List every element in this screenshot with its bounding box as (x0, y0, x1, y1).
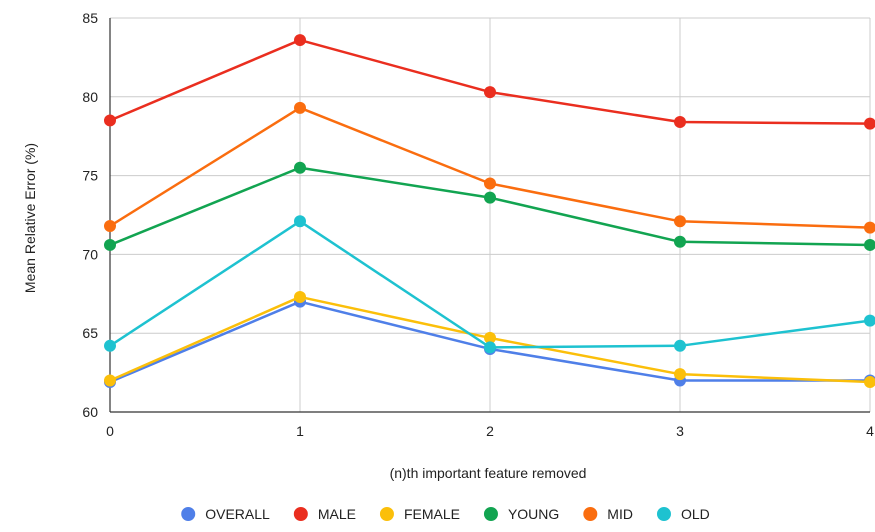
y-tick-label: 65 (82, 325, 98, 341)
legend-item-old: OLD (656, 506, 710, 522)
x-tick-label: 4 (866, 423, 874, 439)
legend-swatch-mid (583, 507, 598, 521)
legend-swatch-young (483, 507, 498, 521)
data-point-female (864, 376, 875, 389)
series-female (104, 290, 875, 389)
series-young (104, 161, 875, 251)
data-point-old (484, 341, 496, 354)
data-point-male (294, 34, 306, 47)
legend-swatch-male (293, 507, 308, 521)
y-axis-label: Mean Relative Error (%) (22, 143, 38, 293)
legend-item-overall: OVERALL (181, 506, 270, 522)
legend-label-female: FEMALE (404, 506, 460, 522)
legend-swatch-overall (181, 507, 196, 521)
legend-swatch-female (379, 507, 394, 521)
data-point-male (674, 116, 686, 129)
legend-item-female: FEMALE (379, 506, 460, 522)
grid (110, 17, 871, 412)
data-point-young (104, 238, 116, 251)
series-mid (104, 101, 875, 234)
legend-item-mid: MID (583, 506, 633, 522)
legend: OVERALL MALE FEMALE YOUNG MID OLD (181, 506, 710, 522)
y-tick-label: 70 (82, 246, 98, 262)
legend-label-male: MALE (318, 506, 356, 522)
data-point-female (104, 374, 116, 387)
data-point-mid (484, 177, 496, 190)
x-tick-label: 0 (106, 423, 114, 439)
data-point-mid (294, 101, 306, 114)
data-point-young (294, 161, 306, 174)
y-tick-label: 60 (82, 404, 98, 420)
x-axis-label: (n)th important feature removed (390, 465, 587, 481)
data-point-young (674, 235, 686, 248)
y-tick-label: 85 (82, 10, 98, 26)
data-point-mid (864, 221, 875, 234)
series-old (104, 215, 875, 354)
data-point-male (104, 114, 116, 127)
legend-swatch-old (656, 507, 671, 521)
y-tick-label: 75 (82, 168, 98, 184)
legend-item-young: YOUNG (483, 506, 559, 522)
legend-item-male: MALE (293, 506, 356, 522)
data-point-old (104, 339, 116, 352)
data-point-old (864, 314, 875, 327)
x-tick-label: 3 (676, 423, 684, 439)
data-point-male (864, 117, 875, 130)
x-tick-label: 1 (296, 423, 304, 439)
data-point-old (294, 215, 306, 228)
tick-labels: 60 65 70 75 80 85 0 1 2 3 4 (82, 10, 874, 439)
data-point-mid (674, 215, 686, 228)
x-tick-label: 2 (486, 423, 494, 439)
data-point-female (674, 368, 686, 381)
data-point-mid (104, 220, 116, 233)
series-lines (104, 34, 875, 389)
legend-label-young: YOUNG (508, 506, 559, 522)
data-point-young (864, 238, 875, 251)
legend-label-overall: OVERALL (205, 506, 270, 522)
data-point-young (484, 191, 496, 204)
y-tick-label: 80 (82, 89, 98, 105)
legend-label-mid: MID (607, 506, 633, 522)
data-point-female (294, 290, 306, 303)
series-male (104, 34, 875, 130)
data-point-male (484, 86, 496, 99)
legend-label-old: OLD (681, 506, 710, 522)
data-point-old (674, 339, 686, 352)
data-point-female (484, 331, 496, 344)
